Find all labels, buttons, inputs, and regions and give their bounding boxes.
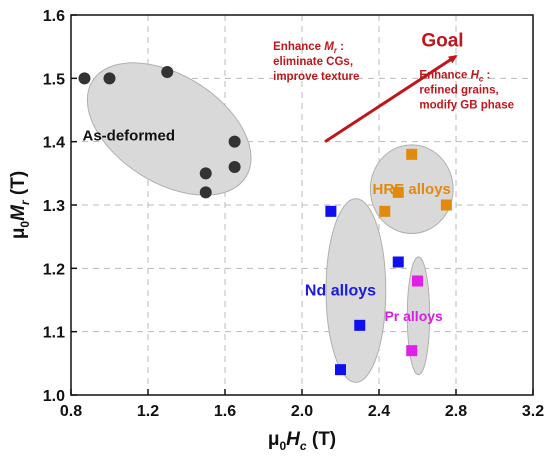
data-point (161, 66, 174, 78)
data-point (392, 256, 404, 268)
data-point (199, 186, 212, 199)
hre-cluster (369, 144, 454, 235)
data-point (412, 275, 423, 287)
x-tick-label: 1.6 (214, 403, 236, 420)
y-tick-label: 1.2 (43, 261, 65, 278)
enhance-hc-line: refined grains, (419, 84, 498, 96)
data-point (325, 205, 337, 217)
series-label-hre-alloys: HRE alloys (373, 181, 451, 198)
data-point (406, 345, 418, 357)
y-tick-label: 1.0 (43, 388, 65, 405)
data-point (228, 135, 241, 148)
axes-layer: 0.8 1.2 1.6 2.0 2.4 2.8 3.2 1.0 1.1 1.2 1.3 1.4 1.5 1… (8, 8, 544, 453)
y-tick-label: 1.4 (43, 135, 65, 152)
enhance-hc-line: modify GB phase (419, 99, 514, 111)
data-point (406, 148, 418, 160)
y-tick-label: 1.5 (43, 71, 65, 88)
data-point (103, 72, 116, 85)
enhance-mr-line: improve texture (273, 71, 359, 83)
x-axis-title: μ0Hc (T) (268, 429, 336, 453)
as-deformed-cluster (86, 62, 252, 196)
data-point (379, 205, 391, 217)
y-axis-title: μ0Mr (T) (8, 171, 32, 239)
y-tick-label: 1.1 (43, 325, 65, 342)
data-point (199, 167, 212, 180)
x-tick-label: 3.2 (522, 403, 544, 420)
x-tick-label: 0.8 (60, 403, 82, 420)
x-tick-label: 2.8 (445, 403, 467, 420)
enhance-mr-title: Enhance Mr : (273, 41, 344, 55)
data-point (354, 319, 366, 331)
series-label-as-deformed: As-deformed (82, 127, 175, 144)
goal-arrow (324, 54, 458, 143)
y-tick-label: 1.3 (43, 198, 65, 215)
data-point (228, 161, 241, 173)
cluster-ellipses (86, 62, 454, 383)
x-tick-label: 2.0 (291, 403, 313, 420)
enhance-hc-title: Enhance Hc : (419, 69, 490, 83)
enhance-mr-line: eliminate CGs, (273, 56, 353, 68)
nd-cluster (325, 198, 387, 383)
data-points (78, 66, 452, 376)
data-point (335, 364, 346, 376)
x-tick-label: 1.2 (137, 403, 159, 420)
data-point (440, 199, 452, 211)
y-tick-label: 1.6 (43, 8, 65, 25)
goal-label: Goal (421, 31, 463, 52)
data-point (392, 186, 404, 198)
data-point (78, 72, 91, 85)
x-tick-label: 2.4 (368, 403, 390, 420)
series-label-pr-alloys: Pr alloys (384, 308, 443, 324)
annotation-layer: As-deformed HRE alloys Nd alloys Pr alloys G… (82, 31, 514, 324)
series-label-nd-alloys: Nd alloys (305, 283, 376, 300)
